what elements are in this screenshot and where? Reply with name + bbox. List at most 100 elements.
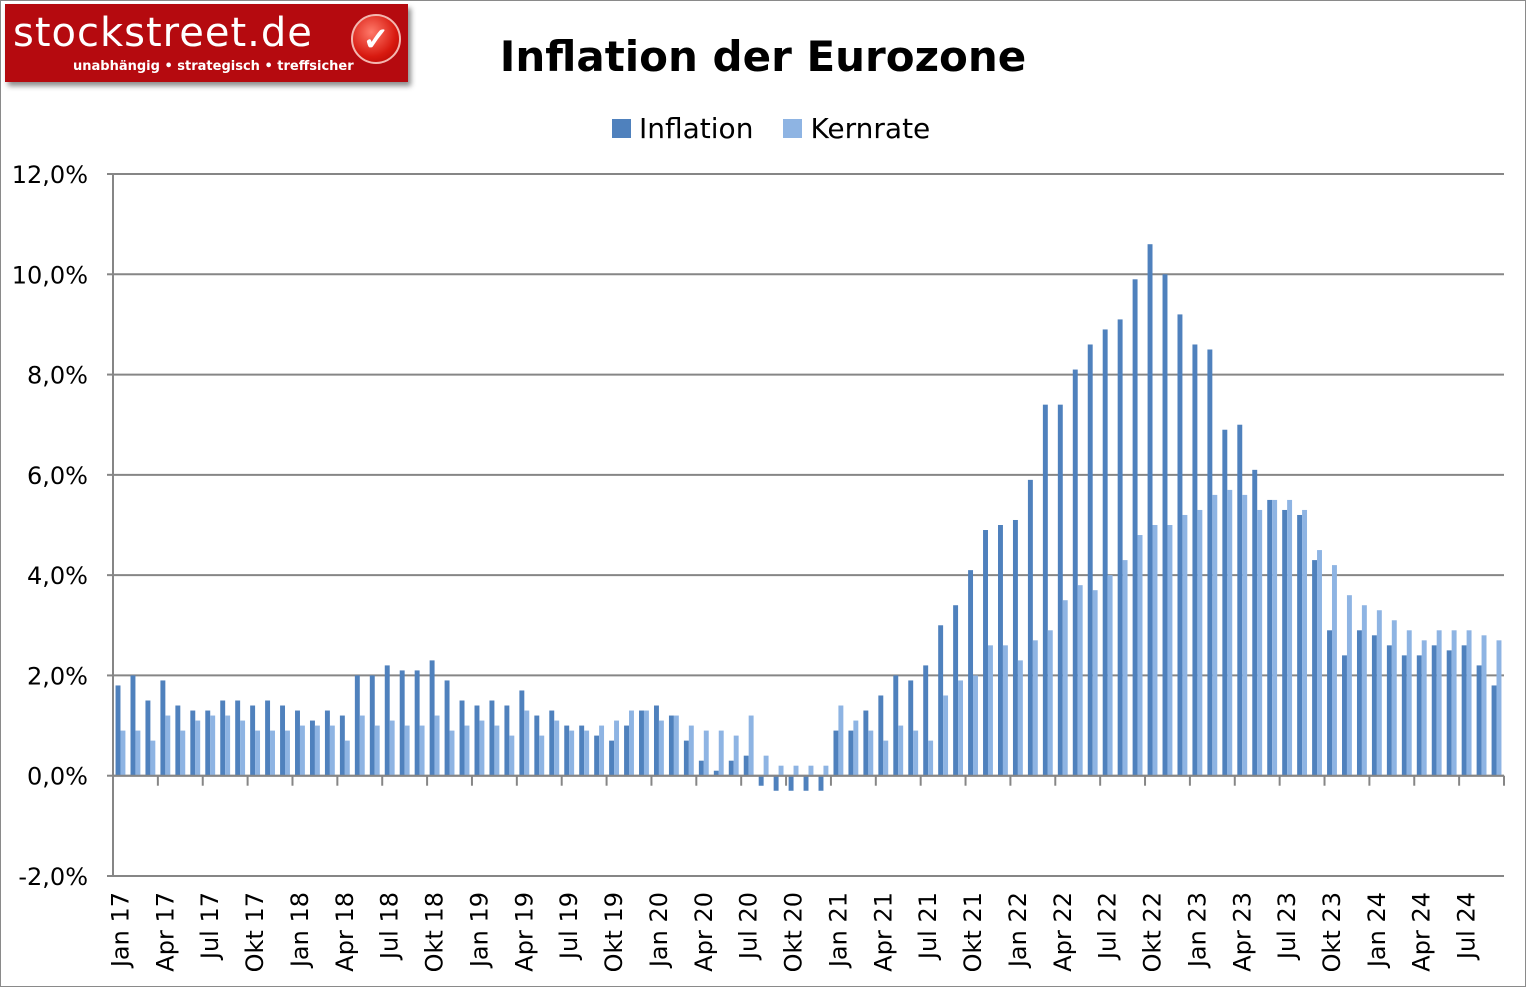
bar-kernrate xyxy=(688,725,694,776)
bar-inflation xyxy=(280,705,286,776)
bar-kernrate xyxy=(344,740,350,776)
bar-inflation xyxy=(324,710,330,776)
y-tick-label: 2,0% xyxy=(27,662,88,690)
bar-kernrate xyxy=(733,735,739,776)
bar-kernrate xyxy=(524,710,530,776)
bar-kernrate xyxy=(464,725,470,776)
bar-kernrate xyxy=(539,735,545,776)
bar-inflation xyxy=(295,710,300,776)
x-tick-label: Jul 19 xyxy=(555,892,583,961)
bar-kernrate xyxy=(1361,605,1367,776)
bar-kernrate xyxy=(255,730,261,776)
bar-kernrate xyxy=(240,720,246,776)
bar-inflation xyxy=(1177,314,1183,776)
x-tick-label: Jan 20 xyxy=(645,892,673,969)
bar-kernrate xyxy=(1092,590,1098,776)
x-tick-label: Okt 20 xyxy=(780,892,808,972)
bar-inflation xyxy=(938,625,944,776)
bar-kernrate xyxy=(898,725,904,776)
legend-item-inflation: Inflation xyxy=(612,112,753,145)
bar-kernrate xyxy=(1436,630,1442,776)
bar-kernrate xyxy=(1376,610,1382,776)
bar-kernrate xyxy=(838,705,844,776)
bar-kernrate xyxy=(928,740,934,776)
bar-inflation xyxy=(1416,655,1422,776)
bar-kernrate xyxy=(658,720,664,776)
bar-kernrate xyxy=(1062,600,1068,776)
bar-kernrate xyxy=(1212,494,1218,776)
bar-kernrate xyxy=(1496,640,1502,776)
bar-kernrate xyxy=(958,680,964,776)
bar-inflation xyxy=(369,675,375,776)
bar-kernrate xyxy=(643,710,649,776)
y-tick-label: 6,0% xyxy=(27,462,88,490)
bar-inflation xyxy=(698,760,704,776)
bar-inflation xyxy=(190,710,196,776)
bar-kernrate xyxy=(404,725,410,776)
bar-inflation xyxy=(399,670,405,776)
x-tick-label: Jul 22 xyxy=(1094,892,1122,961)
bar-inflation xyxy=(339,715,345,776)
x-tick-label: Okt 21 xyxy=(959,892,987,972)
bar-inflation xyxy=(175,705,181,776)
x-tick-label: Jul 21 xyxy=(914,892,942,961)
checkmark-icon: ✓ xyxy=(351,14,401,64)
bar-kernrate xyxy=(1227,489,1233,776)
bar-inflation xyxy=(1042,404,1048,776)
bar-kernrate xyxy=(1406,630,1412,776)
bar-inflation xyxy=(414,670,420,776)
bar-kernrate xyxy=(449,730,455,776)
bar-inflation xyxy=(923,665,929,776)
bar-kernrate xyxy=(1287,499,1293,776)
bar-inflation xyxy=(444,680,450,776)
bar-kernrate xyxy=(1481,635,1487,776)
x-tick-label: Apr 20 xyxy=(690,892,718,972)
bar-inflation xyxy=(953,605,959,776)
bar-inflation xyxy=(758,775,764,786)
bar-kernrate xyxy=(763,755,769,776)
bar-kernrate xyxy=(165,715,171,776)
y-tick-label: 8,0% xyxy=(27,362,88,390)
bar-inflation xyxy=(1327,630,1332,776)
bar-inflation xyxy=(130,675,136,776)
bar-inflation xyxy=(1117,319,1123,776)
bar-kernrate xyxy=(210,715,216,776)
bar-inflation xyxy=(1222,429,1228,776)
x-tick-label: Jan 17 xyxy=(106,892,134,969)
bar-inflation xyxy=(833,730,839,776)
bar-kernrate xyxy=(1032,640,1038,776)
x-tick-label: Apr 21 xyxy=(869,892,897,972)
bar-inflation xyxy=(594,735,600,776)
bar-inflation xyxy=(145,700,151,776)
bar-inflation xyxy=(878,695,884,776)
bar-kernrate xyxy=(120,730,126,776)
bar-inflation xyxy=(265,700,271,776)
bar-kernrate xyxy=(883,740,889,776)
bar-inflation xyxy=(1401,655,1407,776)
x-tick-label: Jul 18 xyxy=(376,892,404,961)
bar-kernrate xyxy=(868,730,874,776)
bar-kernrate xyxy=(718,730,724,776)
x-tick-label: Apr 22 xyxy=(1049,892,1077,972)
bar-kernrate xyxy=(374,725,380,776)
bar-inflation xyxy=(354,675,360,776)
bar-kernrate xyxy=(1107,575,1113,776)
bar-inflation xyxy=(205,710,211,776)
bar-inflation xyxy=(639,710,644,776)
chart-title: Inflation der Eurozone xyxy=(499,32,1027,81)
bar-inflation xyxy=(115,685,121,776)
bar-kernrate xyxy=(554,720,560,776)
bar-kernrate xyxy=(1182,514,1188,776)
bar-inflation xyxy=(1027,479,1033,776)
logo-tagline: unabhängig • strategisch • treffsicher xyxy=(73,59,354,74)
x-tick-label: Jan 21 xyxy=(824,892,852,969)
bar-inflation xyxy=(908,680,914,776)
bar-kernrate xyxy=(1137,535,1143,776)
bar-inflation xyxy=(504,705,510,776)
bar-inflation xyxy=(1087,344,1093,776)
bar-kernrate xyxy=(494,725,500,776)
bar-kernrate xyxy=(1421,640,1427,776)
bar-inflation xyxy=(459,700,465,776)
bar-inflation xyxy=(384,665,390,776)
bar-kernrate xyxy=(599,725,605,776)
